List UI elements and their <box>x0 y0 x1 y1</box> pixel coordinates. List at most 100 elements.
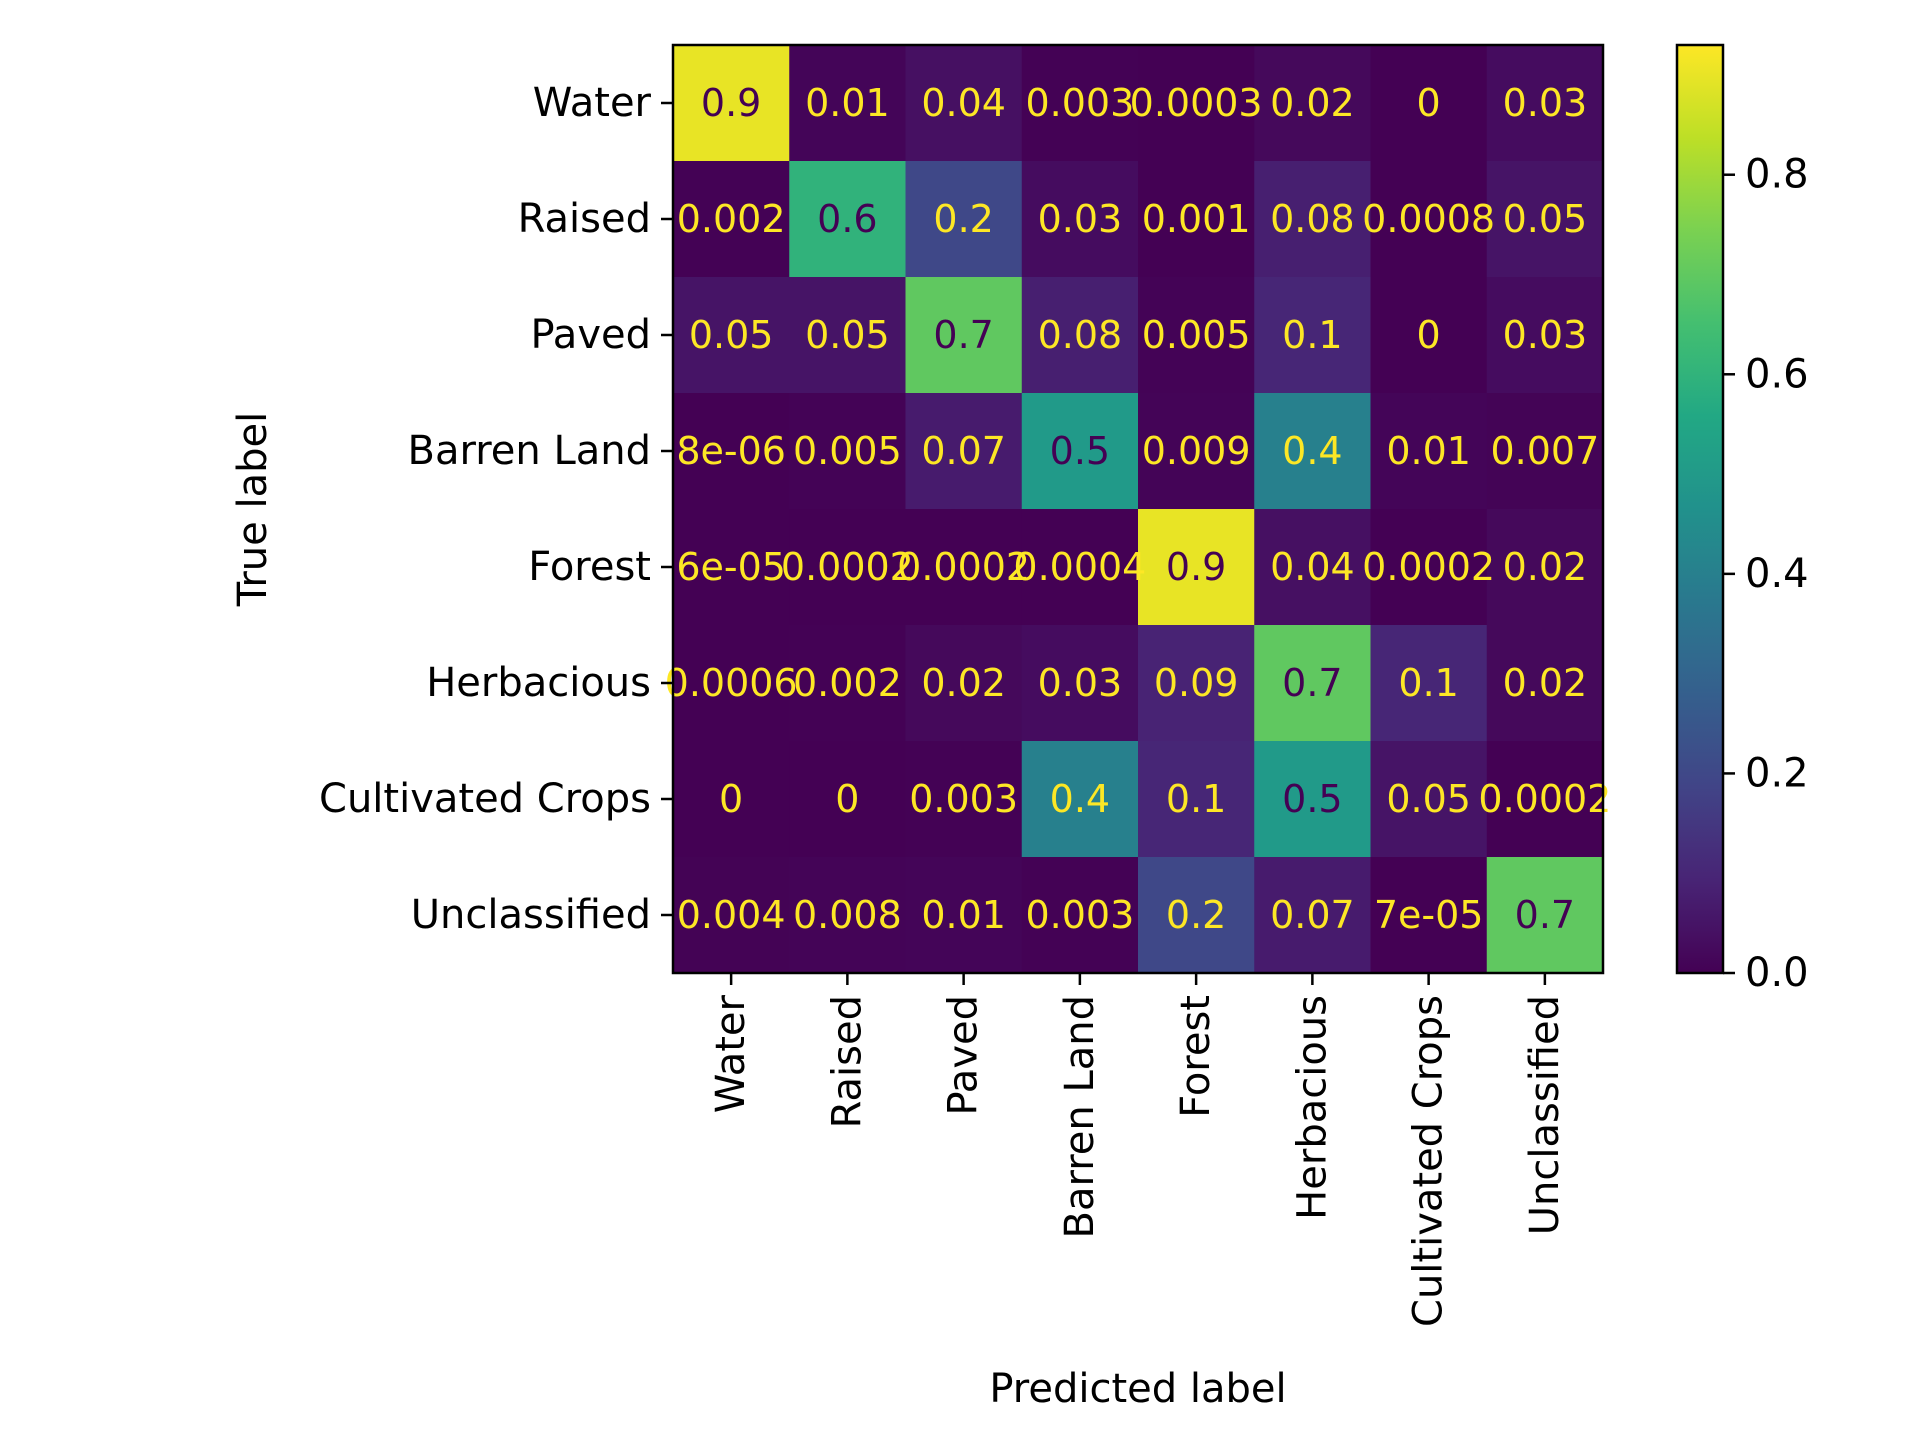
cell-value-label: 0.5 <box>1050 429 1110 473</box>
cell-value-label: 0.7 <box>1515 893 1575 937</box>
heatmap-cell <box>1486 509 1604 626</box>
colorbar-ticks: 0.0 0.2 0.4 0.6 0.8 <box>1723 152 1809 996</box>
heatmap-cell <box>905 625 1023 742</box>
cell-value-label: 0.02 <box>1503 545 1588 589</box>
heatmap-cell <box>1370 857 1488 974</box>
heatmap-cell <box>673 45 790 162</box>
y-tick-label: Unclassified <box>411 892 651 938</box>
cell-value-label: 7e-05 <box>1374 893 1484 937</box>
heatmap-cell <box>1254 393 1372 510</box>
heatmap-cell <box>1021 393 1139 510</box>
heatmap-cell <box>1254 161 1372 278</box>
colorbar-tick-label: 0.4 <box>1745 551 1809 597</box>
cell-value-label: 0.003 <box>1025 893 1134 937</box>
x-tick-label: Water <box>708 994 754 1113</box>
cell-value-label: 0.003 <box>1025 81 1134 125</box>
heatmap-cell <box>789 393 907 510</box>
colorbar-frame <box>1675 43 1725 975</box>
cell-value-label: 0.05 <box>1503 197 1588 241</box>
heatmap-cell <box>789 625 907 742</box>
cell-value-label: 6e-05 <box>676 545 786 589</box>
cell-value-label: 0.05 <box>689 313 774 357</box>
cell-value-label: 0.002 <box>793 661 902 705</box>
colorbar-tick-label: 0.6 <box>1745 351 1809 397</box>
heatmap-cell <box>1486 277 1604 394</box>
heatmap-cell <box>1138 393 1255 510</box>
heatmap-cell <box>905 857 1023 974</box>
cell-value-label: 0.08 <box>1270 197 1355 241</box>
heatmap-cell <box>1254 45 1372 162</box>
cell-value-label: 0.01 <box>921 893 1006 937</box>
heatmap-cell <box>1254 277 1372 394</box>
cell-value-label: 0.005 <box>1142 313 1251 357</box>
heatmap-cell <box>1486 161 1604 278</box>
heatmap-cell <box>1138 509 1255 626</box>
y-tick-label: Raised <box>518 196 651 242</box>
heatmap-cell <box>1138 45 1255 162</box>
heatmap-cell <box>1370 625 1488 742</box>
cell-value-label: 0.002 <box>677 197 786 241</box>
cell-value-label: 0.07 <box>1270 893 1355 937</box>
heatmap-cell <box>1370 277 1488 394</box>
y-axis-ticks: Water Raised Paved Barren Land Forest Herbaci… <box>319 80 673 938</box>
heatmap-cell <box>1021 161 1139 278</box>
cell-value-label: 0.003 <box>909 777 1018 821</box>
heatmap-cell <box>1138 625 1255 742</box>
cell-value-label: 0.1 <box>1398 661 1458 705</box>
heatmap-cell <box>673 857 790 974</box>
cell-value-label: 0.03 <box>1038 197 1123 241</box>
cell-value-label: 0.9 <box>701 81 761 125</box>
heatmap-cell <box>1370 161 1488 278</box>
cell-value-label: 0.9 <box>1166 545 1226 589</box>
heatmap-cell <box>1486 741 1604 858</box>
heatmap-cell <box>1254 509 1372 626</box>
cell-value-label: 0.07 <box>921 429 1006 473</box>
cell-value-label: 0.0002 <box>781 545 914 589</box>
heatmap-cell <box>673 277 790 394</box>
heatmap-cell <box>1021 45 1139 162</box>
cell-value-label: 0.008 <box>793 893 902 937</box>
cell-value-label: 0.02 <box>921 661 1006 705</box>
heatmap-cell <box>905 741 1023 858</box>
cell-value-label: 0.001 <box>1142 197 1251 241</box>
y-axis-label: True label <box>230 412 276 607</box>
cell-value-label: 0.02 <box>1503 661 1588 705</box>
heatmap-cell <box>789 45 907 162</box>
cell-value-label: 0 <box>1417 313 1441 357</box>
x-tick-label: Cultivated Crops <box>1406 995 1452 1327</box>
colorbar-tick-label: 0.2 <box>1745 750 1809 796</box>
y-tick-label: Barren Land <box>408 428 651 474</box>
plot-frame <box>671 43 1605 975</box>
cell-value-label: 0.03 <box>1503 81 1588 125</box>
heatmap-cell <box>1486 45 1604 162</box>
cell-value-label: 0.6 <box>817 197 877 241</box>
cell-value-label: 0.1 <box>1282 313 1342 357</box>
cell-value-label: 0.0004 <box>1013 545 1146 589</box>
x-tick-label: Raised <box>824 995 870 1128</box>
heatmap-cell <box>1138 161 1255 278</box>
cell-value-label: 0.05 <box>805 313 890 357</box>
cell-value-label: 0.7 <box>1282 661 1342 705</box>
x-axis-label: Predicted label <box>989 1366 1286 1412</box>
cell-value-label: 0.08 <box>1038 313 1123 357</box>
cell-value-label: 0 <box>1417 81 1441 125</box>
cell-value-label: 0 <box>719 777 743 821</box>
cell-value-label: 0 <box>835 777 859 821</box>
heatmap-cell <box>673 161 790 278</box>
cell-value-label: 0.0002 <box>897 545 1030 589</box>
heatmap-cell <box>789 509 907 626</box>
cell-value-label: 0.05 <box>1386 777 1471 821</box>
cell-value-label: 0.01 <box>1386 429 1471 473</box>
cell-value-label: 0.04 <box>1270 545 1355 589</box>
heatmap-cell <box>1370 393 1488 510</box>
cell-value-label: 0.0002 <box>1362 545 1495 589</box>
heatmap-cell <box>1138 857 1255 974</box>
cell-value-label: 0.1 <box>1166 777 1226 821</box>
cell-value-label: 0.009 <box>1142 429 1251 473</box>
heatmap-cell <box>1486 625 1604 742</box>
cell-value-label: 0.007 <box>1490 429 1599 473</box>
cell-value-label: 0.004 <box>677 893 786 937</box>
heatmap-cell <box>789 161 907 278</box>
heatmap-cell <box>1138 741 1255 858</box>
